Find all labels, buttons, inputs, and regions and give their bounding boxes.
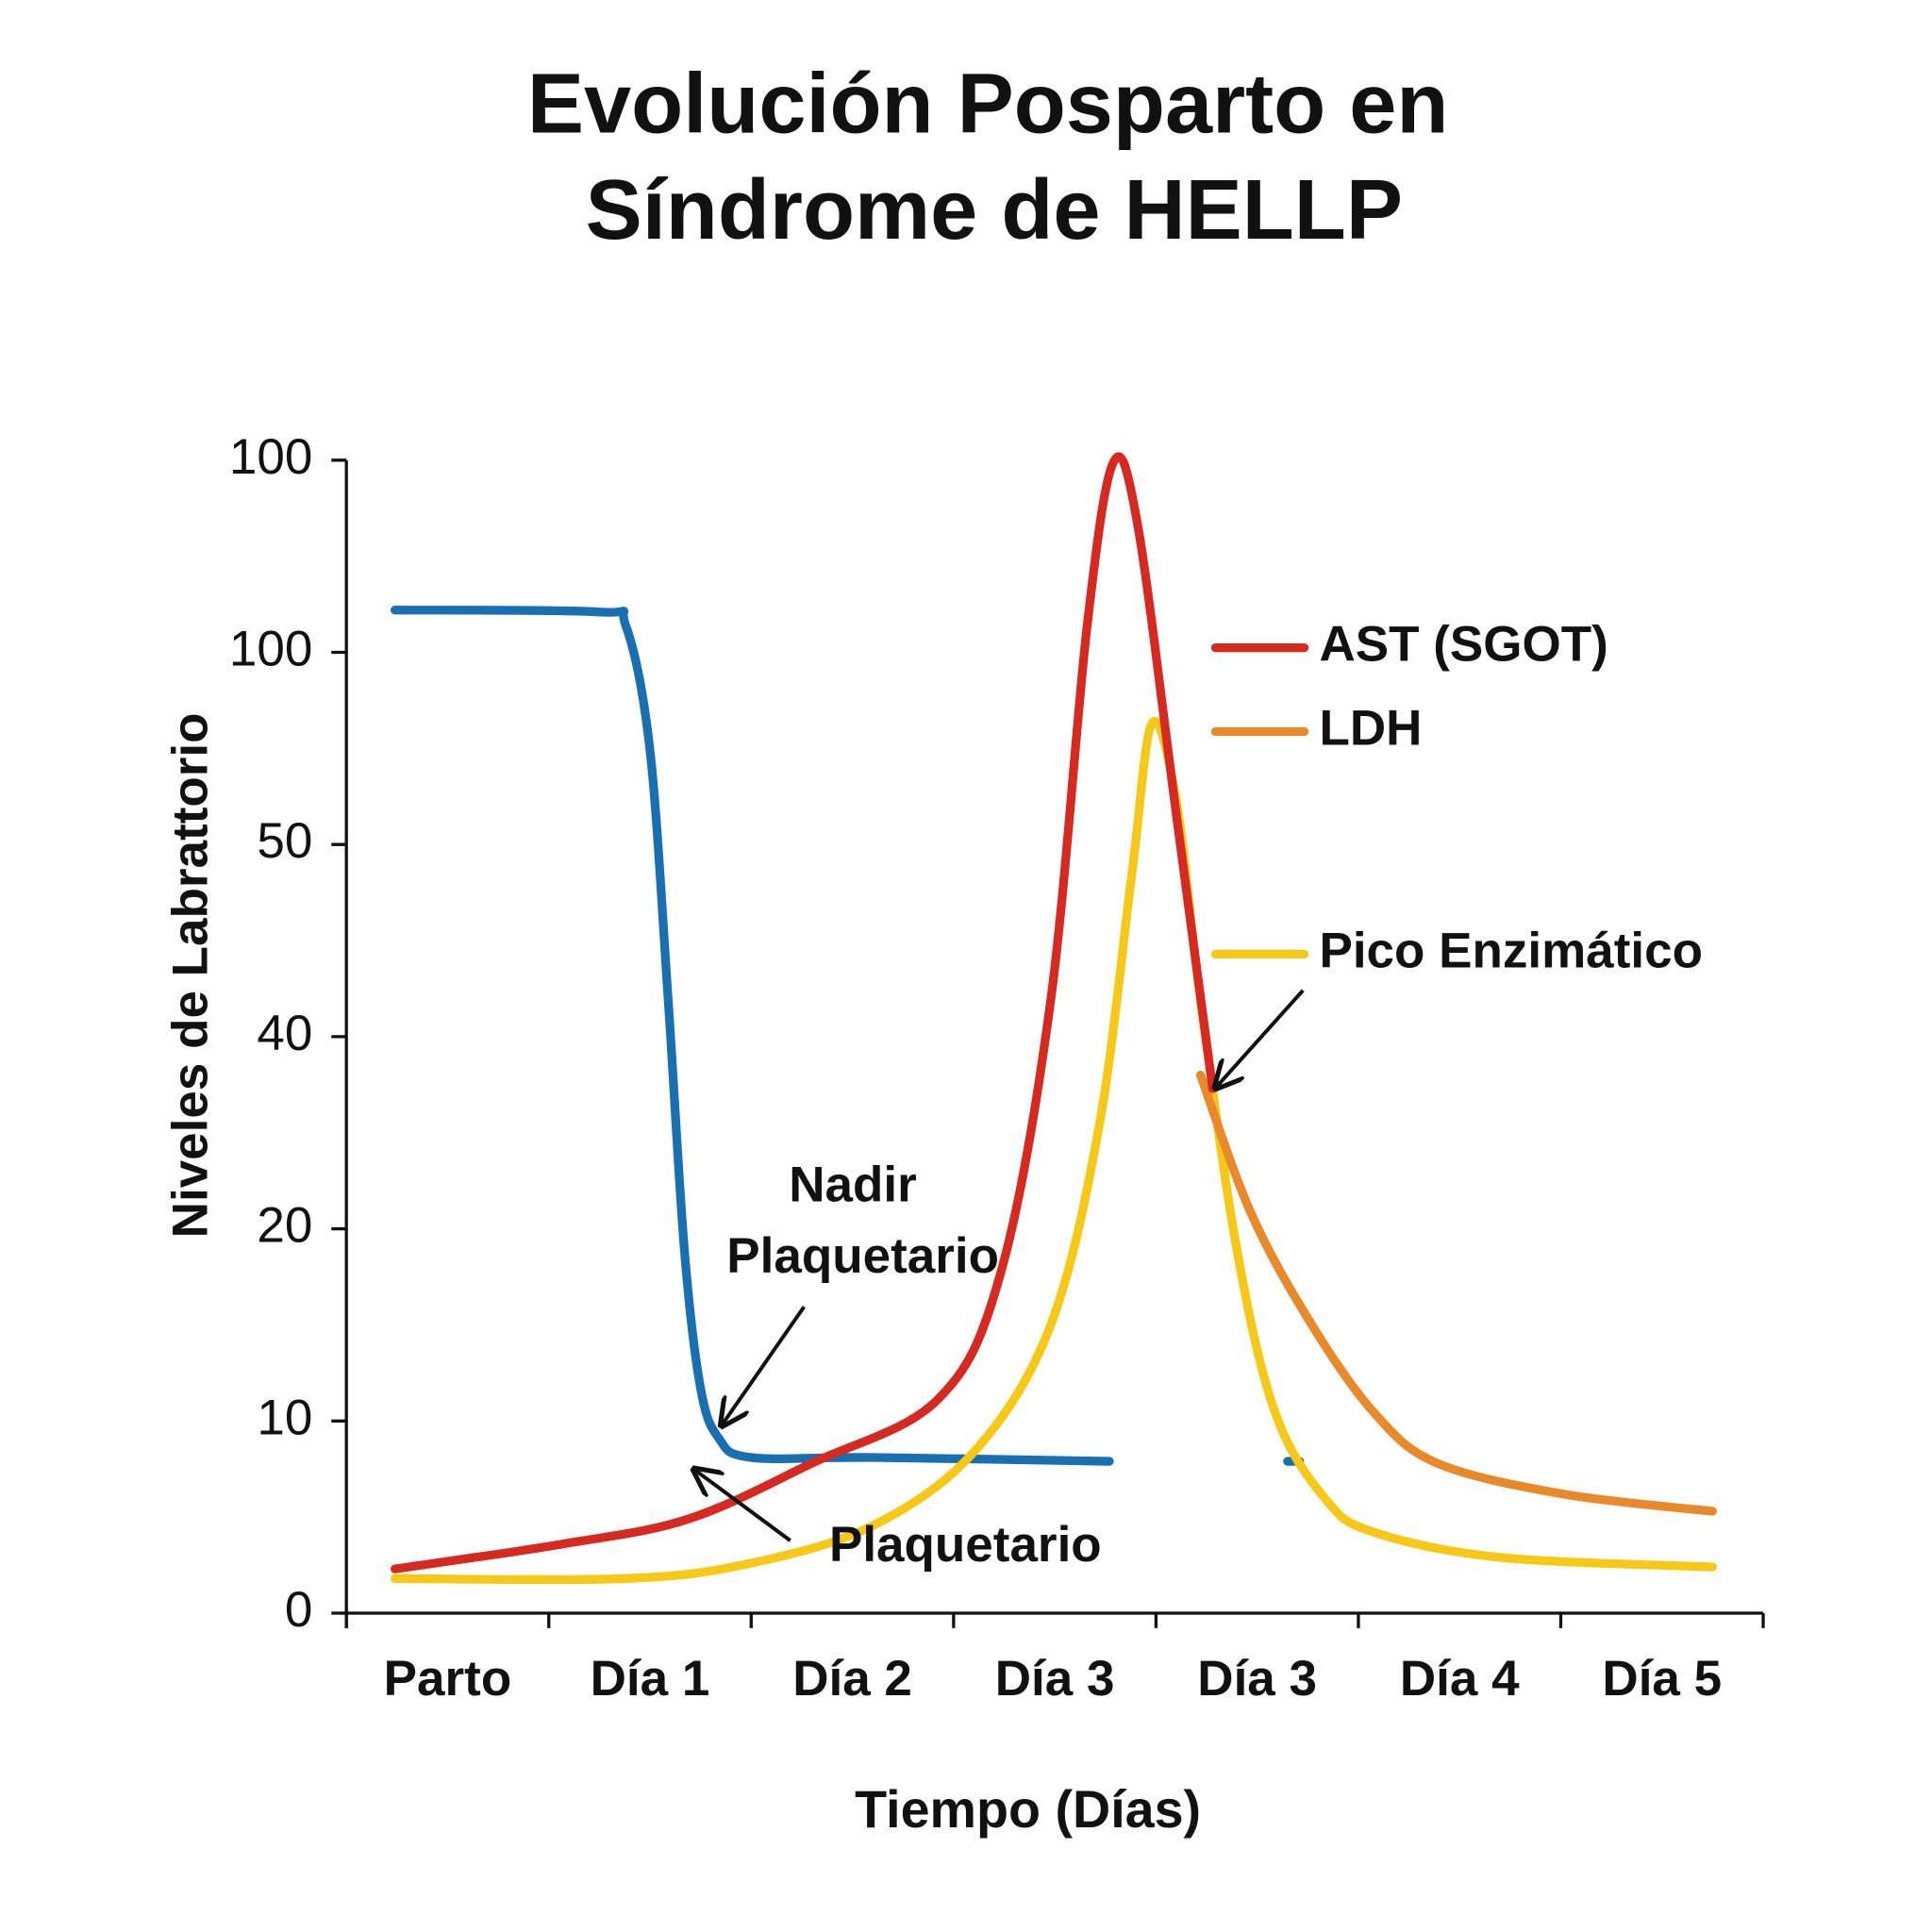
- x-tick-label: Día 3: [995, 1651, 1115, 1707]
- x-tick-label: Día 2: [792, 1651, 912, 1707]
- legend-label: Pico Enzimático: [1319, 923, 1703, 978]
- legend-label: LDH: [1319, 700, 1422, 756]
- annotation: Nadir: [789, 1157, 917, 1212]
- x-tick-label: Día 3: [1197, 1651, 1317, 1707]
- plot-area: [391, 452, 1718, 1585]
- annotation-arrow: [1215, 989, 1305, 1088]
- y-tick-label: 0: [285, 1582, 313, 1638]
- chart-title: Evolución Posparto en: [527, 56, 1449, 151]
- x-axis-label: Tiempo (Días): [855, 1780, 1201, 1839]
- annotation: Plaquetario: [726, 1228, 999, 1284]
- x-tick-label: Parto: [384, 1651, 512, 1707]
- y-axis-label: Niveles de Labrattorio: [162, 713, 218, 1239]
- x-tick-label: Día 4: [1400, 1651, 1520, 1707]
- annotation-arrow: [722, 1306, 806, 1425]
- y-tick-label: 100: [229, 622, 312, 677]
- annotation: Plaquetario: [829, 1517, 1102, 1573]
- chart-title: Síndrome de HELLP: [586, 162, 1403, 258]
- y-tick-label: 40: [257, 1006, 312, 1061]
- annotation-arrow: [694, 1470, 791, 1542]
- y-tick-label: 20: [257, 1198, 312, 1254]
- x-tick-label: Día 1: [591, 1651, 710, 1707]
- data-line: [391, 452, 1218, 1574]
- data-line: [391, 717, 1718, 1585]
- y-tick-label: 50: [257, 813, 312, 869]
- x-tick-label: Día 5: [1602, 1651, 1722, 1707]
- data-line: [1195, 1070, 1718, 1516]
- legend-label: AST (SGOT): [1319, 617, 1607, 673]
- y-tick-label: 100: [229, 429, 312, 485]
- y-tick-label: 10: [257, 1390, 312, 1445]
